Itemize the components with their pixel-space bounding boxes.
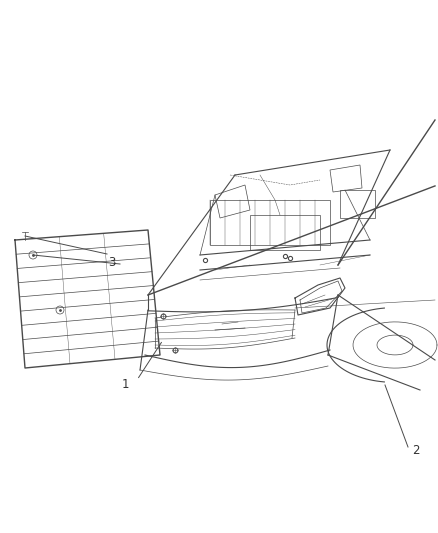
Text: 3: 3 xyxy=(108,255,116,269)
Text: 2: 2 xyxy=(412,443,420,456)
Bar xyxy=(210,200,330,245)
Bar xyxy=(340,190,375,218)
Text: 1: 1 xyxy=(121,378,129,392)
Bar xyxy=(250,215,320,250)
